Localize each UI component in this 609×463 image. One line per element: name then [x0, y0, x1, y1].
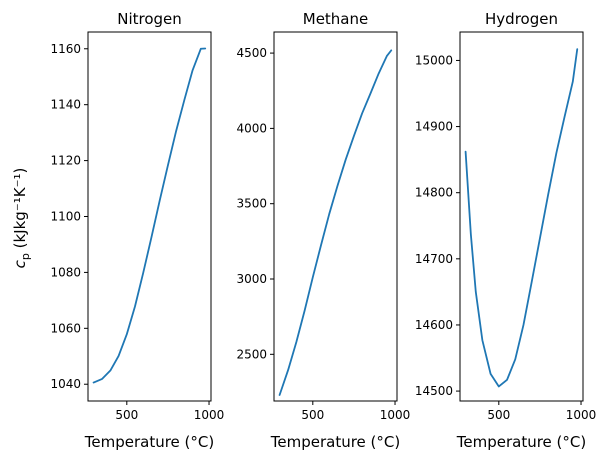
x-axis-label-methane: Temperature (°C) [270, 433, 400, 451]
x-axis-label-nitrogen: Temperature (°C) [84, 433, 214, 451]
series-line-methane [278, 49, 393, 396]
shared-y-axis-label: cp (kJkg⁻¹K⁻¹) [11, 168, 32, 269]
y-tick-label-nitrogen: 1140 [50, 98, 81, 112]
y-tick-label-nitrogen: 1040 [50, 377, 81, 391]
y-tick-label-methane: 4500 [236, 46, 267, 60]
series-line-nitrogen [92, 47, 207, 384]
x-tick-label-nitrogen: 1000 [194, 408, 225, 422]
y-tick-label-nitrogen: 1080 [50, 265, 81, 279]
x-axis-label-hydrogen: Temperature (°C) [456, 433, 586, 451]
y-tick-label-hydrogen: 14700 [415, 252, 453, 266]
x-tick-label-nitrogen: 500 [115, 408, 138, 422]
y-tick-label-methane: 3500 [236, 197, 267, 211]
panel-hydrogen: Hydrogen 500 1000 14500 14600 14700 14800 14900… [415, 10, 596, 451]
y-tick-label-hydrogen: 14500 [415, 384, 453, 398]
x-tick-label-methane: 500 [301, 408, 324, 422]
panel-title-hydrogen: Hydrogen [485, 10, 558, 28]
y-tick-label-hydrogen: 14800 [415, 186, 453, 200]
axes-frame-hydrogen [459, 31, 584, 402]
panel-methane: Methane 500 1000 2500 3000 3500 4000 4500 Temper… [236, 10, 410, 451]
y-tick-label-hydrogen: 14600 [415, 318, 453, 332]
y-tick-label-methane: 2500 [236, 347, 267, 361]
y-tick-label-nitrogen: 1060 [50, 321, 81, 335]
axes-frame-nitrogen [87, 31, 212, 402]
y-tick-label-nitrogen: 1120 [50, 154, 81, 168]
chart-panels: Nitrogen 500 1000 1040 1060 1080 1100 1120 1140 1… [50, 10, 596, 451]
x-tick-label-hydrogen: 500 [487, 408, 510, 422]
y-tick-label-methane: 4000 [236, 121, 267, 135]
y-tick-label-nitrogen: 1160 [50, 42, 81, 56]
y-tick-label-hydrogen: 14900 [415, 120, 453, 134]
panel-nitrogen: Nitrogen 500 1000 1040 1060 1080 1100 1120 1140 1… [50, 10, 224, 451]
panel-title-nitrogen: Nitrogen [117, 10, 182, 28]
axes-frame-methane [273, 31, 398, 402]
y-tick-label-methane: 3000 [236, 272, 267, 286]
series-line-hydrogen [464, 48, 579, 388]
y-tick-label-hydrogen: 15000 [415, 53, 453, 67]
y-tick-label-nitrogen: 1100 [50, 210, 81, 224]
x-tick-label-hydrogen: 1000 [566, 408, 597, 422]
panel-title-methane: Methane [303, 10, 369, 28]
x-tick-label-methane: 1000 [380, 408, 411, 422]
